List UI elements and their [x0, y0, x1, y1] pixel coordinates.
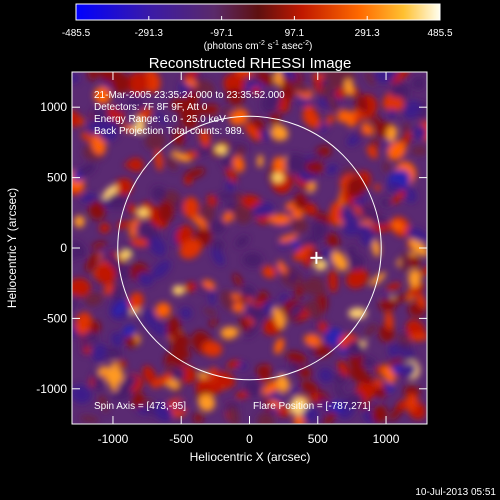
y-axis-label: Heliocentric Y (arcsec)	[5, 188, 19, 308]
y-axis-ticks	[72, 106, 427, 390]
colorbar-tick-label: -97.1	[210, 28, 233, 39]
colorbar-ticks	[75, 16, 441, 20]
colorbar-tick-label: 97.1	[285, 28, 305, 39]
timestamp: 10-Jul-2013 05:51	[415, 487, 496, 498]
info-line-0: 21-Mar-2005 23:35:24.000 to 23:35:52.000	[94, 90, 285, 101]
source-position-marker	[310, 251, 323, 264]
y-tick-label: 500	[47, 171, 67, 185]
x-tick-label: -500	[169, 432, 193, 446]
unit-mid: s	[265, 41, 273, 52]
y-tick-label: -500	[43, 311, 67, 325]
x-axis-tick-labels: -1000 -500 0 500 1000	[98, 432, 400, 446]
y-tick-label: 0	[60, 241, 67, 255]
colorbar-tick-label: -291.3	[135, 28, 164, 39]
y-tick-label: 1000	[40, 100, 67, 114]
solar-limb-circle	[117, 115, 382, 381]
colorbar-tick-label: 485.5	[427, 28, 452, 39]
colorbar-unit-label: (photons cm-2 s-1 asec-2)	[204, 40, 313, 52]
info-line-1: Detectors: 7F 8F 9F, Att 0	[94, 102, 208, 113]
info-line-2: Energy Range: 6.0 - 25.0 keV	[94, 114, 226, 125]
info-line-3: Back Projection Total counts: 989.	[94, 126, 244, 137]
colorbar-tick-label: -485.5	[62, 28, 91, 39]
x-tick-label: -1000	[98, 432, 129, 446]
unit-prefix: (photons cm	[204, 41, 259, 52]
x-axis-ticks	[112, 72, 387, 424]
x-tick-label: 1000	[373, 432, 400, 446]
colorbar	[75, 3, 441, 21]
y-axis-tick-labels: -1000 -500 0 500 1000	[36, 100, 67, 396]
y-tick-label: -1000	[36, 382, 67, 396]
unit-exp2: -1	[273, 40, 279, 47]
x-tick-label: 500	[308, 432, 328, 446]
colorbar-tick-label: 291.3	[355, 28, 380, 39]
x-axis-label: Heliocentric X (arcsec)	[190, 450, 311, 464]
unit-exp3: -2	[303, 40, 309, 47]
chart-title: Reconstructed RHESSI Image	[149, 55, 352, 72]
x-tick-label: 0	[246, 432, 253, 446]
flare-position-label: Flare Position = [-787,271]	[253, 401, 371, 412]
unit-suffix: )	[309, 41, 312, 52]
colorbar-tick-labels: -485.5 -291.3 -97.1 97.1 291.3 485.5	[62, 28, 453, 39]
unit-exp1: -2	[259, 40, 265, 47]
unit-mid2: asec	[279, 41, 303, 52]
spin-axis-label: Spin Axis = [473,-95]	[94, 401, 186, 412]
heatmap-image	[72, 72, 427, 424]
